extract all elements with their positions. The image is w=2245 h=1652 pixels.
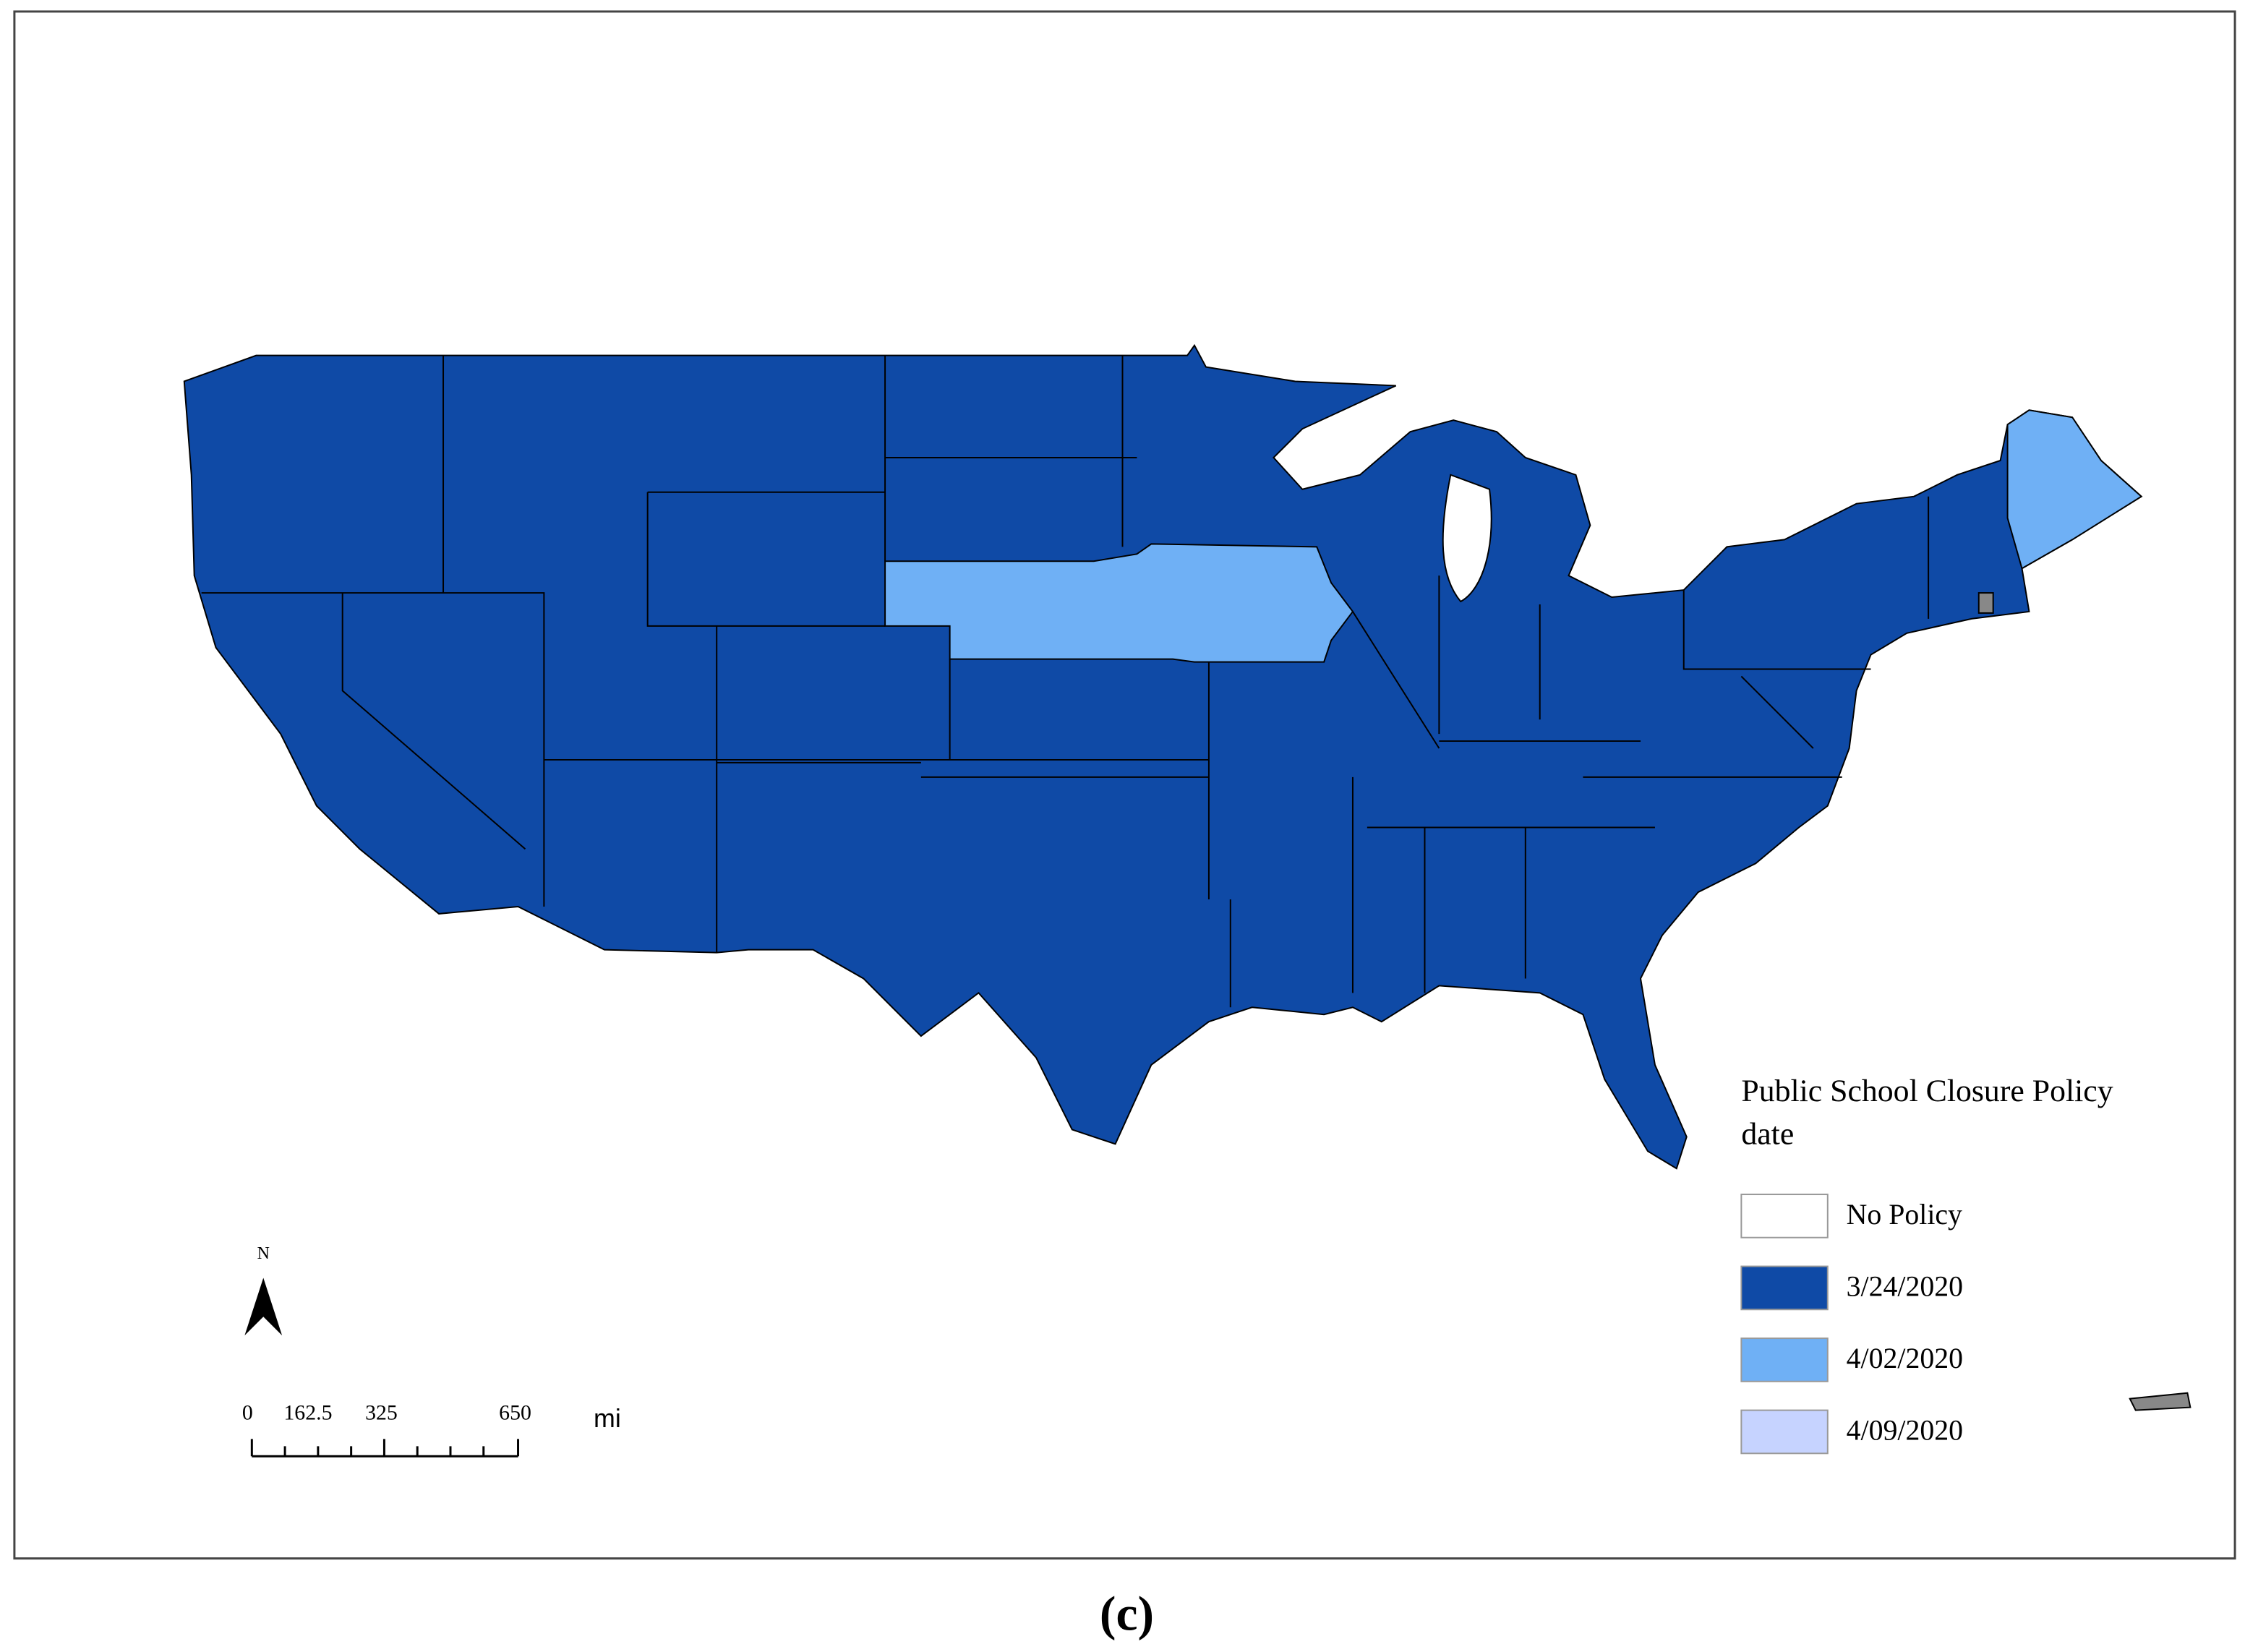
legend-swatch [1740,1338,1829,1382]
legend-title: date [1741,1116,1794,1151]
legend-label: 4/02/2020 [1847,1343,1963,1374]
legend-label: No Policy [1847,1199,1962,1231]
rhode-island [1977,592,1994,614]
state-borders [201,355,1930,1008]
scale-unit: mi [594,1404,621,1433]
caption: (c) [1100,1587,1154,1641]
us-map [183,343,2191,1411]
north-arrow: N [244,1244,283,1336]
legend-swatch [1740,1409,1829,1455]
maine [2006,409,2143,570]
legend-swatch [1740,1194,1829,1238]
scale-label: 650 [499,1400,531,1424]
north-label: N [257,1244,270,1263]
scale-bar: 0 162.5 325 650 mi [242,1400,621,1458]
puerto-rico [2129,1392,2191,1411]
nebraska-iowa [884,543,1354,663]
north-arrow-icon [244,1277,283,1336]
legend: Public School Closure Policy date No Pol… [1740,1074,2113,1455]
scale-label: 325 [365,1400,398,1424]
scale-ruler [250,1439,520,1458]
lake-michigan [1442,474,1492,603]
legend-label: 4/09/2020 [1847,1415,1963,1447]
legend-swatch [1740,1265,1829,1311]
scale-label: 0 [242,1400,253,1424]
legend-label: 3/24/2020 [1847,1271,1963,1303]
scale-label: 162.5 [283,1400,332,1424]
legend-title: Public School Closure Policy [1741,1074,2113,1108]
